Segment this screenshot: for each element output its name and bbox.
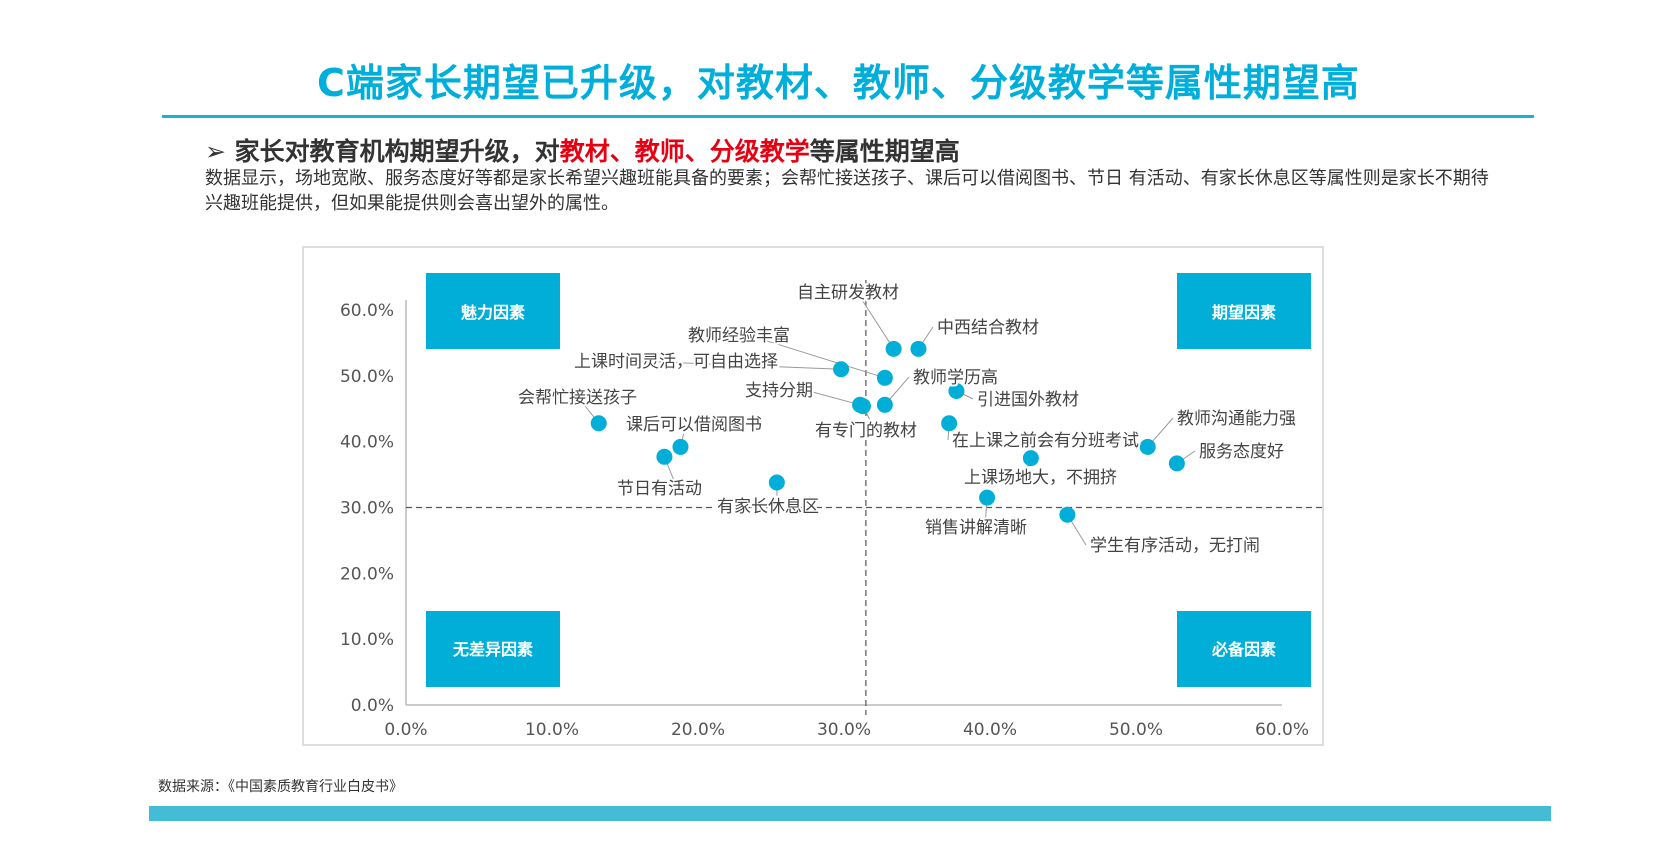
y-tick-label: 10.0%: [340, 630, 394, 650]
data-label: 在上课之前会有分班考试: [952, 431, 1139, 451]
data-label: 中西结合教材: [937, 318, 1039, 338]
subheading: ➢ 家长对教育机构期望升级，对教材、教师、分级教学等属性期望高: [205, 132, 960, 168]
data-point: [941, 415, 958, 432]
footer-bar: [149, 806, 1551, 821]
data-label: 自主研发教材: [797, 283, 899, 303]
quadrant-label-top-right: 期望因素: [1212, 303, 1276, 322]
x-tick-label: 50.0%: [1109, 720, 1163, 740]
y-tick-label: 0.0%: [351, 696, 394, 716]
x-tick-label: 20.0%: [671, 720, 725, 740]
y-tick-label: 60.0%: [340, 301, 394, 321]
data-label: 学生有序活动，无打闹: [1090, 536, 1260, 556]
data-point: [948, 382, 965, 399]
data-point: [1168, 455, 1185, 472]
quadrant-box-top-left: [426, 273, 560, 349]
body-text: 数据显示，场地宽敞、服务态度好等都是家长希望兴趣班能具备的要素；会帮忙接送孩子、…: [205, 168, 1489, 214]
title-divider: [162, 115, 1534, 118]
leader-line: [856, 291, 895, 350]
quadrant-label-top-left: 魅力因素: [461, 303, 525, 322]
quadrant-label-bottom-left: 无差异因素: [452, 640, 533, 659]
quadrant-box-top-right: [1177, 273, 1311, 349]
y-tick-label: 40.0%: [340, 433, 394, 453]
data-point: [590, 415, 607, 432]
x-tick-label: 0.0%: [384, 720, 427, 740]
data-point: [854, 398, 871, 415]
leader-line: [633, 360, 842, 370]
data-point: [1059, 506, 1076, 523]
y-tick-label: 20.0%: [340, 564, 394, 584]
data-point: [1139, 438, 1156, 455]
data-point: [876, 396, 893, 413]
chart-frame: [302, 246, 1324, 746]
data-point: [885, 340, 902, 357]
x-tick-label: 60.0%: [1255, 720, 1309, 740]
data-label: 服务态度好: [1199, 442, 1284, 462]
data-point: [656, 448, 673, 465]
data-label: 有专门的教材: [815, 421, 917, 441]
x-tick-label: 30.0%: [817, 720, 871, 740]
data-label: 支持分期: [745, 381, 813, 401]
data-point: [672, 438, 689, 455]
leader-line: [747, 334, 886, 379]
data-source: 数据来源：《中国素质教育行业白皮书》: [158, 779, 403, 795]
data-label: 教师经验丰富: [688, 326, 790, 346]
arrow-bullet-icon: ➢: [205, 137, 226, 166]
leader-line: [804, 389, 861, 406]
data-label: 有家长休息区: [717, 497, 819, 517]
quadrant-label-bottom-right: 必备因素: [1211, 640, 1276, 659]
page-title: C端家长期望已升级，对教材、教师、分级教学等属性期望高: [317, 61, 1360, 105]
quadrant-box-bottom-right: [1177, 611, 1311, 687]
subheading-highlight: 教材、教师、分级教学: [559, 137, 810, 166]
x-tick-label: 10.0%: [525, 720, 579, 740]
subheading-part2: 等属性期望高: [809, 137, 960, 166]
y-tick-label: 50.0%: [340, 367, 394, 387]
quadrant-box-bottom-left: [426, 611, 560, 687]
data-label: 课后可以借阅图书: [626, 415, 762, 435]
data-label: 节日有活动: [617, 479, 702, 499]
data-point: [910, 340, 927, 357]
x-tick-label: 40.0%: [963, 720, 1017, 740]
data-label: 教师沟通能力强: [1177, 409, 1296, 429]
data-point: [768, 474, 785, 491]
data-point: [1022, 450, 1039, 467]
data-point: [833, 361, 850, 378]
data-label: 销售讲解清晰: [925, 518, 1027, 538]
data-label: 上课场地大，不拥挤: [964, 468, 1117, 488]
data-point: [876, 369, 893, 386]
data-label: 教师学历高: [913, 368, 998, 388]
data-label: 会帮忙接送孩子: [518, 388, 637, 408]
subheading-part1: 家长对教育机构期望升级，对: [234, 137, 560, 166]
data-label: 上课时间灵活，可自由选择: [574, 352, 778, 372]
y-tick-label: 30.0%: [340, 499, 394, 519]
data-label: 引进国外教材: [977, 390, 1079, 410]
data-point: [979, 489, 996, 506]
